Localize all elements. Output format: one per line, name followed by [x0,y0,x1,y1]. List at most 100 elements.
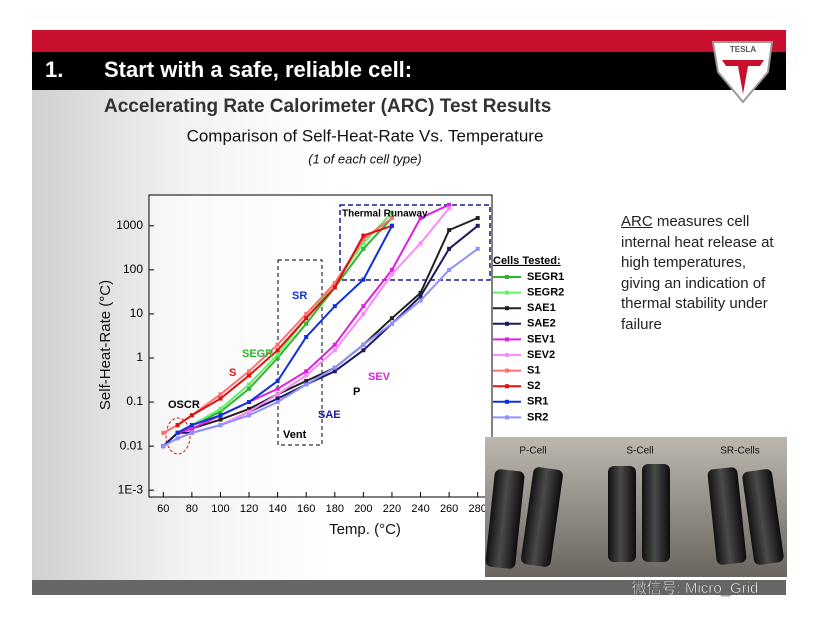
point [304,334,309,339]
legend-label: SEV1 [527,333,555,345]
logo-text: TESLA [730,45,756,54]
legend-label: SEV2 [527,349,555,361]
point [275,392,280,397]
point [447,228,452,233]
x-tick-label: 120 [240,503,258,515]
legend-label: SAE1 [527,302,556,314]
y-tick-label: 10 [130,306,144,320]
legend-label: SEGR1 [527,271,564,283]
legend-marker [505,337,509,342]
annotation: SR [292,290,307,302]
legend-marker [505,321,509,326]
legend-marker [505,353,509,357]
watermark: 微信号: Micro_Grid [632,580,759,597]
point [332,342,337,347]
chart-title: Comparison of Self-Heat-Rate Vs. Tempera… [187,126,544,145]
point [218,406,223,411]
point [247,400,252,405]
legend-label: S2 [527,380,540,392]
point [247,413,252,418]
x-tick-label: 240 [411,503,429,515]
point [161,444,166,449]
point [389,267,394,272]
point [389,272,394,277]
side-note: ARC measures cell internal heat release … [621,212,781,335]
point [447,246,452,251]
footer-band [32,580,786,595]
x-tick-label: 180 [326,503,344,515]
slide-number: 1. [45,57,63,82]
point [418,216,423,221]
point [218,413,223,418]
point [332,369,337,374]
point [332,348,337,353]
point [361,304,366,309]
annotation: OSCR [168,399,200,411]
cell [707,467,747,565]
legend-marker [505,415,509,420]
point [247,386,252,391]
runaway-box [339,204,491,281]
x-axis-label: Temp. (°C) [329,521,401,538]
legend-marker [505,384,509,389]
annotation: Vent [283,429,307,441]
photo: P-Cell S-Cell SR-Cells [485,437,787,577]
point [361,277,366,282]
point [361,241,366,246]
point [189,430,194,435]
note-text: measures cell internal heat release at h… [621,213,774,333]
cell [642,464,670,562]
logo-t [722,60,764,94]
point [447,267,452,272]
point [275,348,280,353]
point [389,316,394,321]
point [218,417,223,422]
x-tick-label: 140 [268,503,286,515]
point [304,373,309,378]
point [418,241,423,246]
point [218,423,223,428]
x-tick-label: 200 [354,503,372,515]
annotation: SAE [318,409,341,421]
oscr-ring [165,417,191,455]
photo-label: SR-Cells [720,446,759,457]
point [275,352,280,357]
cell [521,467,563,567]
cell [485,469,525,569]
photo-label: S-Cell [626,446,653,457]
point [361,342,366,347]
x-tick-label: 100 [211,503,229,515]
point [304,316,309,321]
annotation: Thermal Runaway [342,209,428,220]
point [189,423,194,428]
legend-marker [505,290,509,295]
point [247,406,252,411]
x-tick-label: 260 [440,503,458,515]
point [175,436,180,441]
point [218,392,223,397]
y-tick-label: 1000 [116,218,143,232]
point [304,321,309,326]
legend-marker [505,399,509,404]
point [389,210,394,215]
black-band [32,52,786,90]
point [361,237,366,242]
y-tick-label: 1E-3 [118,482,144,496]
point [332,365,337,370]
legend-label: SAE2 [527,318,556,330]
slide-subheading: Accelerating Rate Calorimeter (ARC) Test… [104,96,551,117]
y-tick-label: 0.01 [120,438,144,452]
point [332,285,337,290]
point [475,216,480,221]
point [275,386,280,391]
cell [608,466,636,562]
x-tick-label: 280 [469,503,487,515]
point [418,294,423,299]
point [361,348,366,353]
annotation: P [353,386,360,398]
annotation: SEGR [242,348,273,360]
legend-marker [505,275,509,279]
point [332,304,337,309]
note-term: ARC [621,213,653,230]
